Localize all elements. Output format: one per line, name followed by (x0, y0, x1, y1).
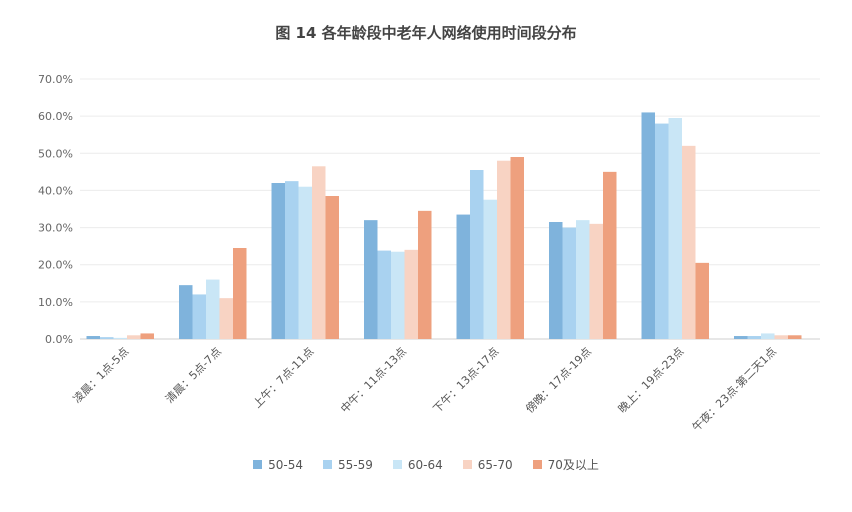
bar (86, 336, 100, 339)
chart-title: 图 14 各年龄段中老年人网络使用时间段分布 (275, 24, 577, 42)
legend-swatch (462, 460, 472, 469)
bar (788, 335, 802, 339)
legend-label: 65-70 (477, 457, 513, 472)
bar (206, 279, 220, 339)
bar (603, 171, 617, 339)
x-tick-label: 清晨：5点-7点 (163, 345, 224, 406)
bar (747, 336, 761, 339)
bar (377, 250, 391, 339)
bar (298, 186, 312, 339)
bar (576, 220, 590, 339)
x-tick-label: 下午：13点-17点 (431, 345, 502, 416)
x-tick-label: 午夜：23点-第二天1点 (689, 344, 779, 434)
legend: 50-54 55-59 60-64 65-70 70及以上 (0, 456, 852, 473)
bar (682, 145, 696, 339)
bar (456, 214, 470, 339)
bar (589, 223, 603, 339)
bar (100, 337, 114, 339)
legend-item: 60-64 (392, 456, 443, 473)
x-tick-label: 中午：11点-13点 (338, 345, 409, 416)
bar (641, 112, 655, 339)
legend-label: 60-64 (407, 457, 443, 472)
legend-label: 70及以上 (547, 458, 599, 472)
y-tick-label: 60.0% (38, 110, 73, 123)
legend-item: 70及以上 (532, 456, 599, 473)
bar (774, 335, 788, 339)
bar (734, 336, 748, 339)
bar (695, 262, 709, 339)
bar (113, 337, 127, 339)
bar (219, 298, 233, 339)
y-tick-label: 40.0% (38, 184, 73, 197)
bar (192, 294, 206, 339)
bar (364, 220, 378, 339)
bar (668, 118, 682, 339)
legend-swatch (253, 460, 263, 469)
bar (549, 222, 563, 339)
legend-label: 55-59 (337, 457, 373, 472)
legend-item: 50-54 (253, 456, 303, 473)
bar (312, 166, 326, 339)
legend-swatch (322, 460, 332, 469)
bar (655, 123, 669, 339)
bar (510, 157, 524, 339)
bar (179, 285, 193, 339)
legend-item: 55-59 (322, 456, 373, 473)
bar (470, 170, 484, 339)
x-tick-label: 凌晨：1点-5点 (70, 344, 131, 405)
bar (761, 333, 775, 339)
bar (285, 181, 299, 339)
bar (140, 333, 154, 339)
x-tick-label: 傍晚：17点-19点 (522, 344, 593, 415)
legend-swatch (532, 460, 542, 469)
y-tick-label: 70.0% (38, 73, 73, 86)
bar (127, 335, 141, 339)
bar (233, 248, 247, 339)
y-tick-label: 50.0% (38, 147, 73, 160)
bar (418, 210, 432, 339)
legend-swatch (392, 460, 402, 469)
legend-label: 50-54 (268, 457, 303, 472)
x-tick-label: 晚上：19点-23点 (616, 345, 687, 416)
bar (562, 227, 576, 339)
x-tick-label: 上午：7点-11点 (251, 345, 317, 411)
legend-item: 65-70 (462, 456, 513, 473)
bar (325, 196, 339, 339)
bar (271, 183, 285, 339)
bar (483, 199, 497, 339)
y-tick-label: 20.0% (38, 259, 73, 272)
y-tick-label: 0.0% (45, 333, 73, 346)
y-tick-label: 30.0% (38, 222, 73, 235)
bar (497, 160, 511, 339)
y-tick-label: 10.0% (38, 296, 73, 309)
bar (391, 251, 405, 339)
bar (404, 249, 418, 339)
